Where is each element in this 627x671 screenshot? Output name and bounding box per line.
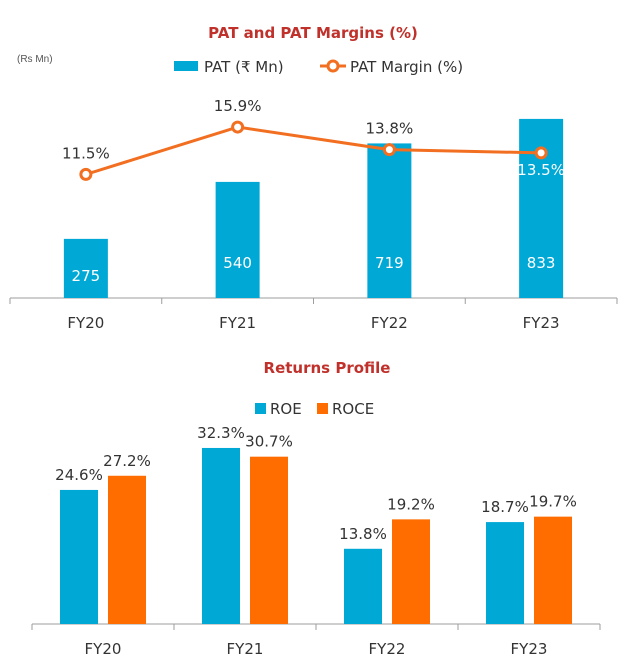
legend-label-pat: PAT (₹ Mn)	[204, 58, 284, 76]
legend-label-roe: ROE	[270, 400, 302, 418]
roe-bar	[344, 548, 382, 624]
pat-bar-label: 540	[223, 254, 252, 272]
pat-bar	[215, 181, 260, 298]
roe-bar-label: 13.8%	[339, 525, 387, 543]
roce-bar	[534, 516, 572, 624]
pat-bar	[367, 143, 412, 298]
roce-bar-label: 27.2%	[103, 452, 151, 470]
roce-bar	[108, 475, 146, 624]
x-tick-label: FY22	[371, 314, 408, 332]
roce-bar-label: 19.7%	[529, 493, 577, 511]
x-tick-label: FY20	[67, 314, 104, 332]
pat-margin-marker	[534, 146, 548, 160]
legend-marker-pat-margin	[326, 59, 340, 73]
x-tick-label: FY23	[511, 640, 548, 658]
legend-label-roce: ROCE	[332, 400, 374, 418]
returns-chart-plot: 24.6% 32.3% 13.8% 18.7% 27.2% 30.7% 19.2% 19.7%…	[31, 424, 601, 658]
pat-margin-line	[85, 125, 542, 176]
legend-swatch-roce	[317, 403, 328, 414]
pat-chart-plot: 275 540 719 833 11.5% 15.9% 13.8% 13.5% FY20 FY21…	[9, 97, 618, 332]
roe-bar-label: 18.7%	[481, 498, 529, 516]
pat-chart-title: PAT and PAT Margins (%)	[208, 24, 418, 42]
returns-chart-title: Returns Profile	[264, 359, 391, 377]
pat-margin-marker	[79, 167, 93, 181]
pat-margin-marker	[382, 143, 396, 157]
x-tick-label: FY21	[227, 640, 264, 658]
x-tick-label: FY21	[219, 314, 256, 332]
pat-margin-label: 11.5%	[62, 144, 110, 162]
x-tick-label: FY23	[523, 314, 560, 332]
pat-bar-label: 833	[527, 254, 556, 272]
pat-bar-label: 719	[375, 254, 404, 272]
returns-chart-legend: ROE ROCE	[255, 400, 374, 418]
pat-chart-legend: PAT (₹ Mn) PAT Margin (%)	[174, 58, 463, 76]
roe-bar	[60, 489, 98, 624]
roe-bar	[486, 522, 524, 624]
roce-bar-label: 19.2%	[387, 495, 435, 513]
roe-bar	[202, 447, 240, 624]
roce-bar	[392, 519, 430, 624]
pat-bar	[63, 238, 108, 298]
x-tick-label: FY22	[369, 640, 406, 658]
roe-bar-label: 24.6%	[55, 466, 103, 484]
pat-margin-label: 13.8%	[366, 120, 414, 138]
roe-bar-label: 32.3%	[197, 424, 245, 442]
legend-label-pat-margin: PAT Margin (%)	[350, 58, 463, 76]
pat-bar-label: 275	[72, 267, 101, 285]
roce-bar-label: 30.7%	[245, 433, 293, 451]
legend-swatch-roe	[255, 403, 266, 414]
roce-bar	[250, 456, 288, 624]
pat-margin-label: 15.9%	[214, 97, 262, 115]
x-tick-label: FY20	[85, 640, 122, 658]
pat-unit-note: (Rs Mn)	[17, 54, 53, 65]
legend-swatch-pat	[174, 61, 198, 71]
pat-margin-label: 13.5%	[517, 161, 565, 179]
pat-margin-marker	[231, 120, 245, 134]
